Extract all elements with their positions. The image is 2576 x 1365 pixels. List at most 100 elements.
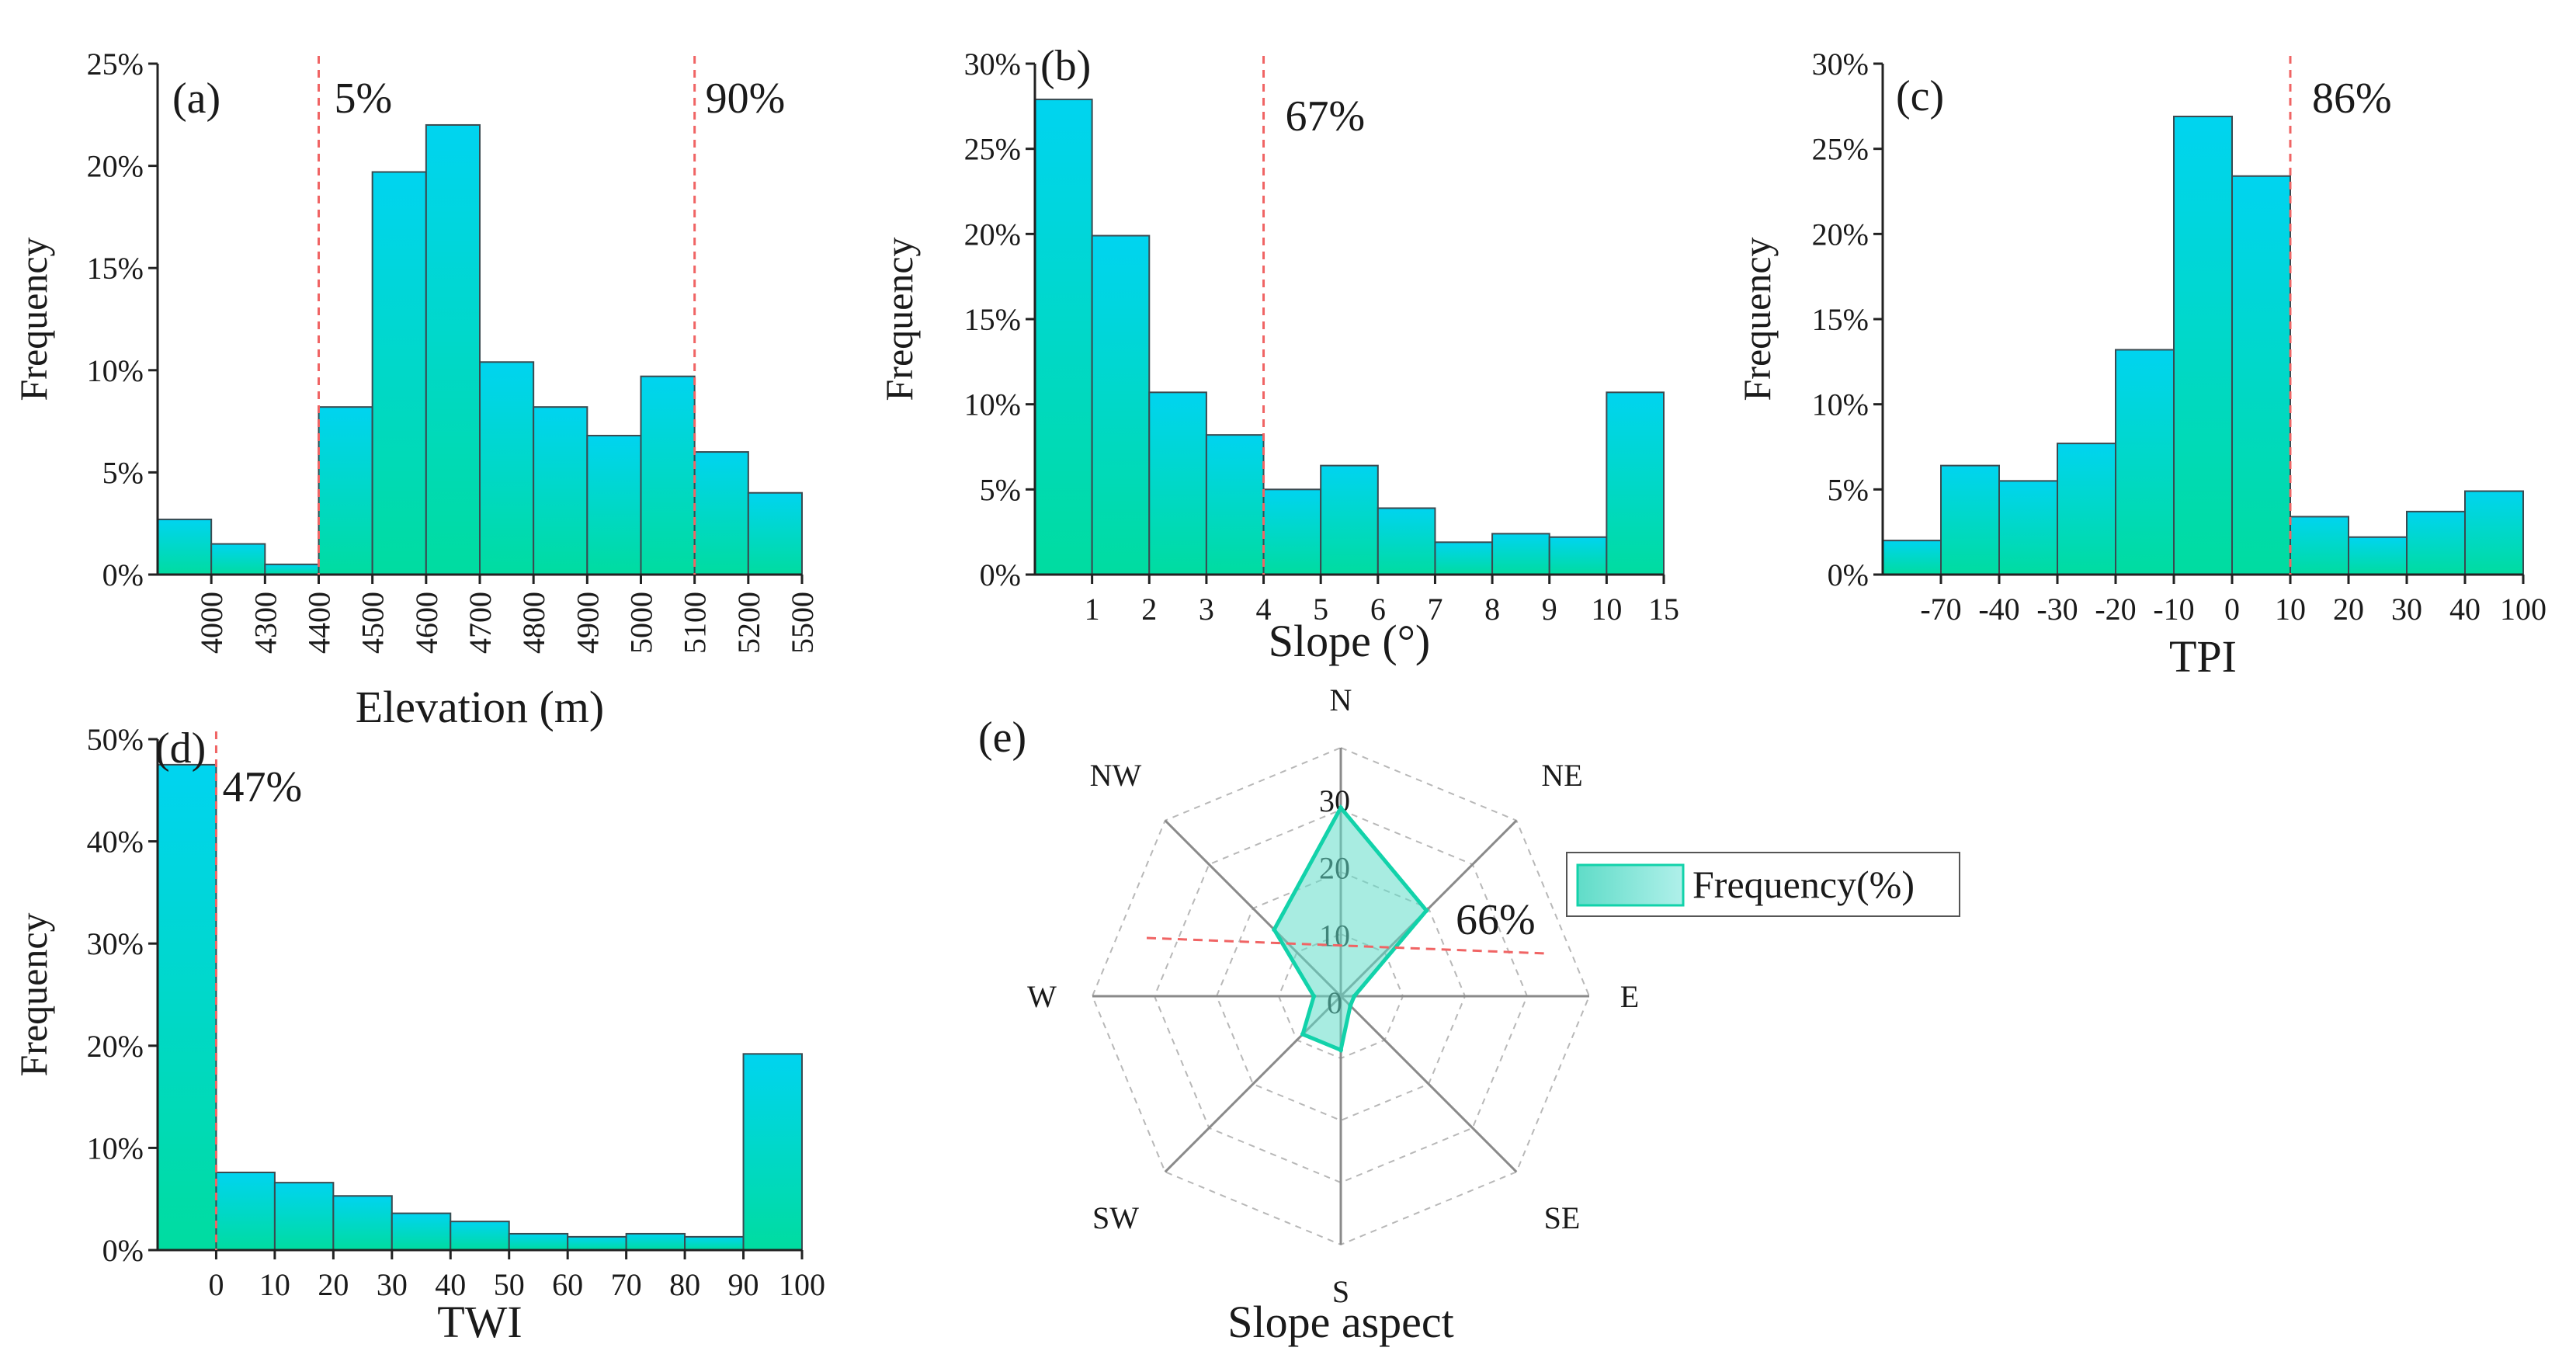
x-tick-label-a-9: 5100 <box>678 592 713 654</box>
x-tick-label-c-10: 100 <box>2500 592 2546 627</box>
bar-b-9 <box>1548 536 1608 575</box>
threshold-label-b-0: 67% <box>1286 92 1366 141</box>
panel-label-c: (c) <box>1896 72 1944 120</box>
x-tick-label-c-6: 10 <box>2275 592 2306 627</box>
x-axis-title-b: Slope (°) <box>1269 616 1430 666</box>
y-tick-label-a-3: 15% <box>87 251 144 286</box>
radar-point-N <box>1338 805 1343 811</box>
direction-label-NW: NW <box>1090 758 1142 793</box>
direction-label-N: N <box>1330 682 1352 717</box>
y-tick-label-b-0: 0% <box>980 557 1021 592</box>
y-tick-label-a-4: 20% <box>87 149 144 184</box>
y-tick-label-a-0: 0% <box>102 557 144 592</box>
y-tick-label-c-6: 30% <box>1812 47 1869 82</box>
direction-label-E: E <box>1620 979 1639 1014</box>
x-tick-label-c-2: -30 <box>2036 592 2078 627</box>
direction-label-NE: NE <box>1541 758 1582 793</box>
x-axis-title-a: Elevation (m) <box>356 682 605 732</box>
bar-c-0 <box>1882 540 1942 576</box>
direction-label-S: S <box>1332 1274 1349 1309</box>
x-tick-label-d-10: 100 <box>779 1267 825 1302</box>
y-tick-label-b-2: 10% <box>964 387 1021 422</box>
bar-a-11 <box>747 491 803 575</box>
bar-a-6 <box>479 361 535 575</box>
chart-panel-d: 0% 10% 20% 30% 40% 50% 0 10 20 30 40 50 60 70 80 90 100 4… <box>0 691 838 1365</box>
threshold-label-d-0: 47% <box>222 763 302 811</box>
y-tick-label-d-3: 30% <box>87 926 144 961</box>
radar-point-SW <box>1300 1032 1305 1037</box>
bar-b-5 <box>1320 464 1379 575</box>
slope-histogram: 0% 5% 10% 15% 20% 25% 30% 1 2 3 4 5 6 7 8 9 10 15 67% (b) Sl… <box>877 42 1679 666</box>
y-tick-label-d-0: 0% <box>102 1233 144 1268</box>
bar-b-7 <box>1434 541 1494 575</box>
y-tick-label-d-1: 10% <box>87 1131 144 1165</box>
bar-c-7 <box>2290 516 2349 576</box>
x-tick-label-d-1: 10 <box>259 1267 290 1302</box>
bar-d-8 <box>625 1232 686 1251</box>
x-tick-label-d-6: 60 <box>552 1267 583 1302</box>
x-axis-title-d: TWI <box>437 1297 522 1347</box>
bar-c-9 <box>2406 510 2466 576</box>
bar-d-2 <box>273 1182 335 1251</box>
x-tick-label-d-0: 0 <box>208 1267 224 1302</box>
x-axis-title-c: TPI <box>2169 631 2237 682</box>
y-tick-label-a-1: 5% <box>102 455 144 490</box>
x-tick-label-c-4: -10 <box>2153 592 2194 627</box>
bar-a-3 <box>318 406 373 576</box>
y-tick-label-c-3: 15% <box>1812 302 1869 337</box>
bar-a-7 <box>533 406 588 576</box>
bar-b-8 <box>1491 533 1550 575</box>
tpi-histogram: 0% 5% 10% 15% 20% 25% 30% -70 -40 -30 -20 -10 0 10 20 3… <box>1735 47 2546 682</box>
x-tick-label-c-9: 40 <box>2449 592 2481 627</box>
bar-a-10 <box>693 451 749 576</box>
radar-threshold-label: 66% <box>1456 896 1536 944</box>
x-tick-label-c-5: 0 <box>2224 592 2240 627</box>
bar-c-2 <box>1998 480 2058 575</box>
x-tick-label-a-11: 5500 <box>785 592 820 654</box>
twi-histogram: 0% 10% 20% 30% 40% 50% 0 10 20 30 40 50 60 70 80 90 100 4… <box>12 722 825 1347</box>
x-tick-label-c-7: 20 <box>2333 592 2364 627</box>
x-tick-label-d-9: 90 <box>728 1267 759 1302</box>
bar-d-4 <box>391 1212 452 1252</box>
bar-a-0 <box>157 518 213 575</box>
bar-a-4 <box>371 171 427 576</box>
bar-d-7 <box>567 1235 627 1252</box>
x-tick-label-a-1: 4300 <box>248 592 283 654</box>
bar-d-10 <box>742 1053 804 1251</box>
radar-point-E <box>1352 994 1357 999</box>
x-tick-label-b-4: 5 <box>1313 592 1328 627</box>
radar-point-W <box>1311 994 1317 999</box>
bar-c-8 <box>2348 536 2408 575</box>
bar-c-3 <box>2057 443 2116 576</box>
x-tick-label-b-8: 9 <box>1542 592 1557 627</box>
x-tick-label-b-9: 10 <box>1591 592 1622 627</box>
spoke-SE <box>1339 995 1518 1173</box>
radar-polygon <box>1272 804 1429 1053</box>
bar-c-10 <box>2464 490 2524 576</box>
bar-d-1 <box>215 1171 276 1252</box>
grid-ring-1 <box>1215 870 1467 1122</box>
x-tick-label-a-4: 4600 <box>409 592 444 654</box>
chart-panel-b: 0% 5% 10% 15% 20% 25% 30% 1 2 3 4 5 6 7 8 9 10 15 67% (b) Sl… <box>854 0 1708 691</box>
y-tick-label-c-0: 0% <box>1828 557 1869 592</box>
x-tick-label-d-8: 80 <box>669 1267 700 1302</box>
x-tick-label-c-1: -40 <box>1978 592 2019 627</box>
bar-a-9 <box>640 375 696 576</box>
chart-panel-c: 0% 5% 10% 15% 20% 25% 30% -70 -40 -30 -20 -10 0 10 20 3… <box>1724 0 2576 691</box>
x-axis-title-e: Slope aspect <box>1227 1297 1454 1347</box>
x-tick-label-a-5: 4700 <box>463 592 498 654</box>
bar-a-8 <box>586 435 642 575</box>
bar-b-10 <box>1606 391 1665 575</box>
panel-label-a: (a) <box>172 75 220 123</box>
x-tick-label-a-8: 5000 <box>624 592 659 654</box>
y-tick-label-c-5: 25% <box>1812 132 1869 167</box>
bar-a-1 <box>210 543 266 576</box>
bar-c-5 <box>2173 115 2233 575</box>
x-tick-label-d-4: 40 <box>435 1267 466 1302</box>
y-tick-label-d-5: 50% <box>87 722 144 757</box>
x-tick-label-c-8: 30 <box>2391 592 2422 627</box>
elevation-histogram: 0% 5% 10% 15% 20% 25% 4000 4300 4400 4500 4600 4700… <box>12 47 820 732</box>
y-axis-title-d: Frequency <box>12 912 55 1076</box>
x-tick-label-b-5: 6 <box>1370 592 1386 627</box>
x-tick-label-a-7: 4900 <box>570 592 605 654</box>
